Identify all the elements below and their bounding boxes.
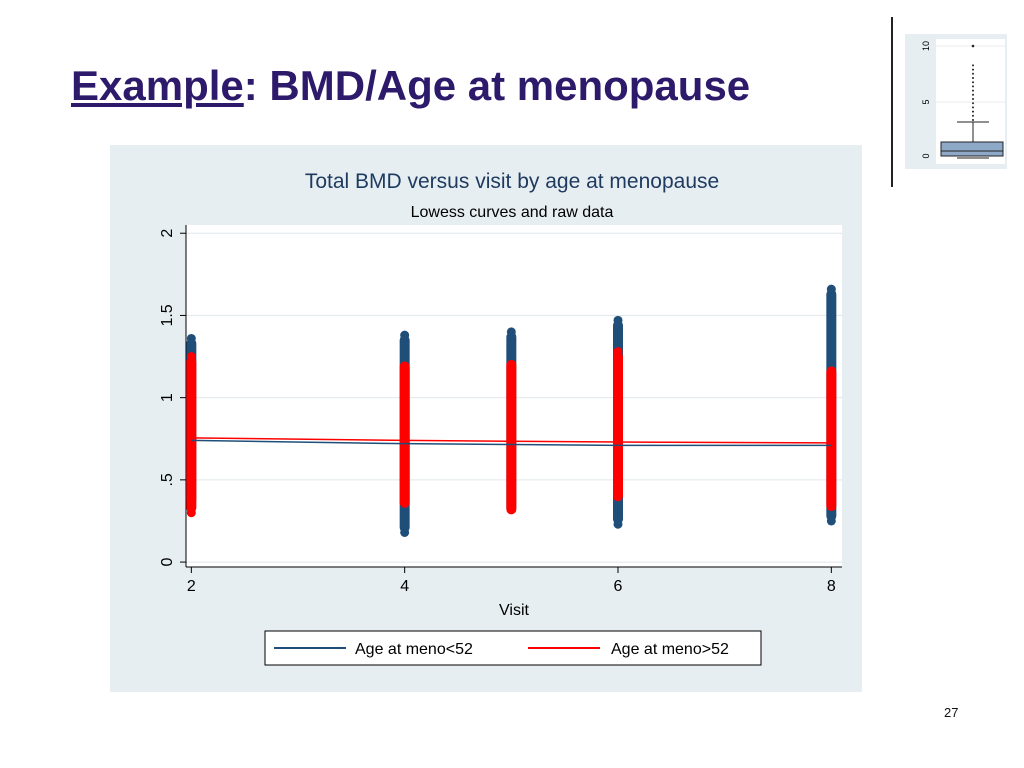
legend-label-series1: Age at meno<52 [355, 641, 473, 658]
vertical-divider [891, 17, 893, 187]
series-1-lowess-line [191, 439, 832, 447]
series-1-point [400, 516, 410, 526]
thumb-outlier [972, 102, 974, 105]
chart: Total BMD versus visit by age at menopau… [110, 145, 862, 692]
series-2-lowess-line [191, 437, 832, 444]
thumb-tick-5: 5 [921, 99, 931, 104]
thumb-outlier [972, 119, 974, 121]
x-ticks: 2 4 6 8 [187, 567, 836, 595]
series-1-point [400, 527, 410, 537]
series-1-point [613, 340, 623, 350]
series-2-point [186, 508, 196, 518]
series-1-point [826, 284, 836, 294]
thumb-outlier [972, 77, 974, 79]
series-2-point [613, 347, 623, 357]
thumb-tick-0: 0 [921, 153, 931, 158]
x-tick-label: 6 [614, 578, 623, 595]
thumb-outlier [972, 106, 974, 109]
x-tick-label: 2 [187, 578, 196, 595]
series-1-point [613, 329, 623, 339]
series-1-point [826, 516, 836, 526]
thumb-outlier [972, 68, 974, 71]
thumb-outlier [972, 114, 974, 117]
series-1-point [186, 333, 196, 343]
series-1-point [613, 513, 623, 523]
legend: Age at meno<52 Age at meno>52 [264, 630, 762, 666]
y-tick-label: .5 [159, 473, 176, 486]
series-1-point [186, 345, 196, 355]
series-2-raw-column [399, 361, 410, 508]
title-underlined: Example [71, 62, 244, 109]
y-tick-label: 1 [159, 393, 176, 402]
series-1-point [400, 330, 410, 340]
series-1-point [400, 343, 410, 353]
chart-subtitle: Lowess curves and raw data [411, 204, 614, 221]
series-1-point [613, 519, 623, 529]
thumb-outlier [972, 72, 974, 75]
thumb-outliers [971, 44, 975, 121]
series-1-point [613, 315, 623, 325]
thumb-box [940, 141, 1004, 157]
thumb-outlier [972, 110, 974, 113]
page-number: 27 [944, 705, 959, 720]
y-ticks: 0 .5 1 1.5 2 [159, 229, 186, 567]
series-1-point [506, 338, 516, 348]
slide-title: Example: BMD/Age at menopause [71, 62, 750, 110]
x-tick-label: 4 [400, 578, 409, 595]
series-1-point [826, 347, 836, 357]
thumb-outlier [972, 81, 974, 84]
thumb-outlier [972, 93, 974, 96]
series-2-raw-column [186, 356, 197, 513]
series-2-points [186, 347, 837, 518]
thumb-tick-10: 10 [921, 41, 931, 51]
title-rest: : BMD/Age at menopause [243, 62, 751, 109]
x-tick-label: 8 [827, 578, 836, 595]
legend-label-series2: Age at meno>52 [611, 641, 729, 658]
y-tick-label: 2 [159, 229, 176, 238]
x-axis-label: Visit [499, 602, 529, 619]
thumb-outlier [972, 85, 974, 88]
data-marks [186, 284, 837, 537]
y-tick-label: 0 [159, 558, 176, 567]
boxplot-thumbnail: 0 5 10 [905, 34, 1007, 169]
series-1-point [826, 338, 836, 348]
legend-box [264, 630, 762, 666]
series-2-raw-column [613, 351, 623, 502]
thumb-outlier [971, 44, 975, 48]
series-2-raw-column [826, 366, 837, 512]
thumb-outlier [972, 64, 974, 67]
thumb-outlier [972, 89, 974, 92]
series-2-point [186, 352, 196, 362]
series-2-raw-column [506, 359, 517, 515]
series-1-point [506, 332, 516, 342]
thumb-outlier [972, 98, 974, 100]
y-tick-label: 1.5 [159, 304, 176, 326]
chart-title: Total BMD versus visit by age at menopau… [305, 170, 719, 193]
